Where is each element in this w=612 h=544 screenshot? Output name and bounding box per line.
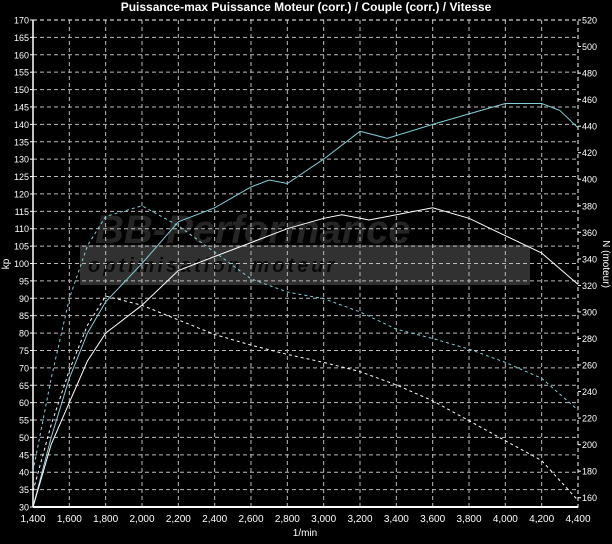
y-right-tick-label: 480 — [582, 69, 597, 79]
y-tick-label: 85 — [19, 311, 29, 321]
y-tick-label: 75 — [19, 346, 29, 356]
watermark-logo: BB-Performance optimisation moteur — [80, 208, 530, 285]
y-right-tick-label: 260 — [582, 361, 597, 371]
y-right-tick-label: 200 — [582, 440, 597, 450]
y-right-tick-label: 280 — [582, 334, 597, 344]
y-tick-label: 145 — [14, 102, 29, 112]
x-tick-label: 4,000 — [493, 514, 518, 525]
series-line-3 — [32, 205, 579, 472]
y-tick-label: 160 — [14, 50, 29, 60]
y-tick-label: 110 — [15, 224, 29, 234]
y-tick-label: 135 — [14, 137, 29, 147]
y-tick-label: 35 — [19, 485, 29, 495]
y-tick-label: 70 — [19, 363, 29, 373]
x-tick-label: 3,400 — [384, 514, 409, 525]
y-tick-label: 150 — [14, 85, 29, 95]
x-tick-label: 1,400 — [20, 514, 45, 525]
y-tick-label: 55 — [19, 416, 29, 426]
y-tick-label: 50 — [19, 433, 29, 443]
svg-text:optimisation moteur: optimisation moteur — [88, 255, 337, 277]
y-axis-right-label: N (moteur) — [600, 240, 611, 288]
x-tick-label: 2,000 — [129, 514, 154, 525]
series-line-1 — [32, 103, 579, 508]
y-tick-label: 170 — [14, 16, 29, 26]
y-right-tick-label: 300 — [582, 307, 597, 317]
y-tick-label: 95 — [19, 276, 29, 286]
chart-title: Puissance-max Puissance Moteur (corr.) /… — [121, 0, 492, 14]
series-line-4 — [32, 295, 579, 501]
y-tick-label: 65 — [19, 381, 29, 391]
y-right-tick-label: 440 — [582, 122, 597, 132]
y-right-tick-label: 420 — [582, 148, 597, 158]
y-tick-label: 125 — [14, 172, 29, 182]
y-right-tick-label: 160 — [582, 493, 597, 503]
x-tick-label: 1,800 — [93, 514, 118, 525]
y-right-tick-label: 240 — [582, 387, 597, 397]
y-tick-label: 40 — [19, 468, 29, 478]
x-axis-label: 1/min — [293, 528, 317, 539]
y-tick-label: 140 — [14, 120, 29, 130]
y-tick-label: 115 — [15, 207, 29, 217]
x-tick-label: 2,600 — [238, 514, 263, 525]
y-right-tick-label: 500 — [582, 42, 597, 52]
x-tick-label: 4,400 — [565, 514, 590, 525]
x-tick-label: 3,600 — [420, 514, 445, 525]
y-right-tick-label: 340 — [582, 254, 597, 264]
y-tick-label: 60 — [19, 398, 29, 408]
y-tick-label: 45 — [19, 450, 29, 460]
x-tick-label: 2,200 — [166, 514, 191, 525]
y-tick-label: 105 — [14, 242, 29, 252]
y-right-tick-label: 520 — [582, 16, 597, 26]
x-tick-label: 3,800 — [456, 514, 481, 525]
y-right-tick-label: 380 — [582, 201, 597, 211]
y-right-tick-label: 220 — [582, 414, 597, 424]
y-tick-label: 120 — [14, 189, 29, 199]
y-right-tick-label: 180 — [582, 467, 597, 477]
y-tick-label: 130 — [14, 155, 29, 165]
x-tick-label: 2,400 — [202, 514, 227, 525]
y-axis-label: kp — [1, 258, 12, 269]
x-tick-label: 4,200 — [529, 514, 554, 525]
y-tick-label: 80 — [19, 329, 29, 339]
svg-text:BB-Performance: BB-Performance — [95, 208, 411, 252]
y-tick-label: 90 — [19, 294, 29, 304]
series-line-2 — [32, 207, 579, 508]
x-tick-label: 1,600 — [57, 514, 82, 525]
x-tick-label: 3,000 — [311, 514, 336, 525]
y-right-tick-label: 460 — [582, 95, 597, 105]
y-right-tick-label: 320 — [582, 281, 597, 291]
y-right-tick-label: 400 — [582, 175, 597, 185]
x-tick-label: 2,800 — [275, 514, 300, 525]
x-tick-label: 3,200 — [347, 514, 372, 525]
y-right-tick-label: 360 — [582, 228, 597, 238]
axes: 1,400 1,600 1,800 2,000 2,200 2,400 2,600 2,800… — [14, 16, 597, 526]
y-tick-label: 165 — [14, 33, 29, 43]
y-tick-label: 30 — [19, 503, 29, 513]
y-tick-label: 155 — [14, 68, 29, 78]
y-tick-label: 100 — [14, 259, 29, 269]
series-group — [32, 103, 579, 508]
